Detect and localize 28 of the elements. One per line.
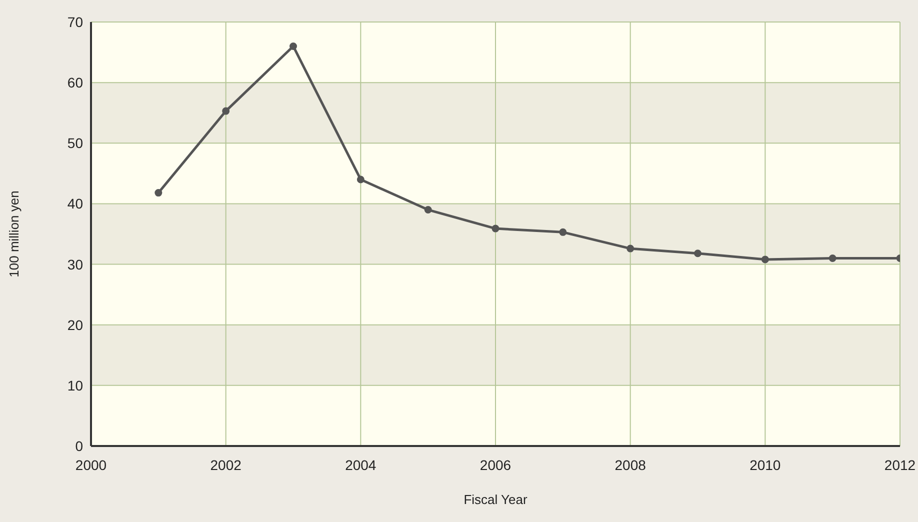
y-tick-label: 10 bbox=[67, 377, 84, 394]
x-tick-label: 2012 bbox=[884, 456, 916, 473]
point bbox=[290, 42, 297, 50]
point bbox=[559, 228, 567, 236]
x-tick-label: 2004 bbox=[345, 456, 376, 473]
x-axis-title: Fiscal Year bbox=[464, 492, 528, 507]
x-tick-label: 2008 bbox=[614, 456, 646, 473]
point bbox=[356, 176, 364, 184]
y-tick-label: 0 bbox=[75, 438, 84, 454]
point bbox=[626, 244, 634, 252]
y-tick-label: 70 bbox=[67, 14, 84, 30]
point bbox=[154, 189, 162, 197]
y-tick-label: 60 bbox=[67, 74, 84, 91]
point bbox=[222, 107, 230, 115]
y-tick-label: 20 bbox=[67, 316, 84, 333]
point bbox=[694, 250, 702, 258]
point bbox=[492, 224, 500, 232]
x-tick-label: 2002 bbox=[210, 456, 242, 473]
x-tick-label: 2000 bbox=[75, 456, 107, 473]
y-tick-label: 50 bbox=[67, 135, 84, 152]
y-tick-label: 30 bbox=[67, 256, 84, 272]
y-axis-title: 100 million yen bbox=[6, 190, 22, 278]
x-tick-label: 2006 bbox=[480, 456, 512, 473]
point bbox=[761, 256, 769, 264]
y-tick-label: 40 bbox=[67, 196, 84, 212]
point bbox=[424, 206, 432, 214]
point bbox=[828, 254, 836, 262]
x-tick-label: 2010 bbox=[750, 456, 781, 473]
